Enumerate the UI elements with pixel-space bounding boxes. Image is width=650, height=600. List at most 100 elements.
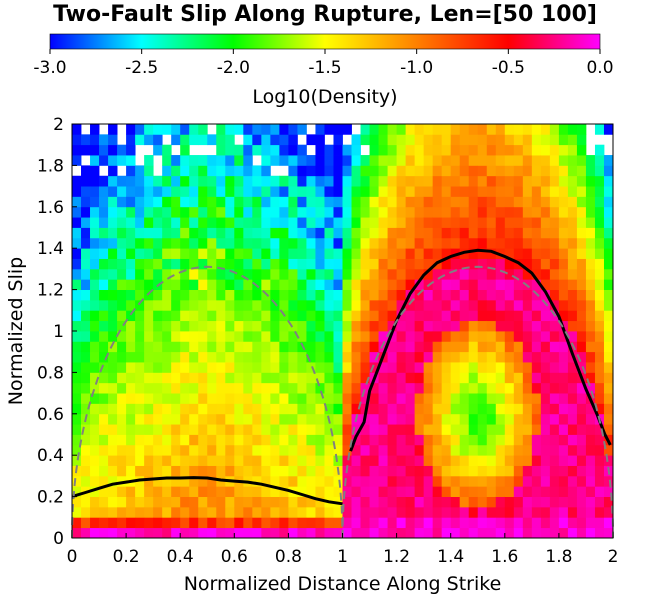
heatmap-cell bbox=[207, 393, 217, 404]
heatmap-cell bbox=[405, 413, 416, 425]
heatmap-cell bbox=[387, 320, 397, 332]
heatmap-cell bbox=[270, 393, 280, 404]
heatmap-cell bbox=[144, 393, 154, 404]
heatmap-cell bbox=[378, 196, 388, 208]
heatmap-cell bbox=[171, 362, 181, 373]
heatmap-cell bbox=[450, 331, 461, 342]
heatmap-cell bbox=[99, 434, 109, 446]
heatmap-cell bbox=[315, 444, 325, 456]
heatmap-cell bbox=[261, 217, 271, 228]
heatmap-cell bbox=[180, 134, 190, 146]
heatmap-cell bbox=[216, 362, 226, 373]
heatmap-cell bbox=[162, 455, 172, 466]
heatmap-cell bbox=[477, 403, 488, 415]
heatmap-cell bbox=[558, 268, 569, 280]
heatmap-cell bbox=[504, 486, 515, 497]
heatmap-cell bbox=[90, 372, 100, 384]
heatmap-cell bbox=[108, 331, 118, 342]
heatmap-cell bbox=[108, 289, 118, 301]
heatmap-cell bbox=[171, 455, 181, 466]
heatmap-cell bbox=[387, 134, 397, 146]
heatmap-cell bbox=[279, 227, 289, 239]
heatmap-cell bbox=[108, 206, 118, 218]
heatmap-cell bbox=[72, 362, 82, 373]
heatmap-cell bbox=[450, 320, 461, 332]
heatmap-cell bbox=[324, 382, 334, 394]
heatmap-cell bbox=[72, 175, 82, 187]
heatmap-cell bbox=[585, 455, 596, 466]
heatmap-cell bbox=[441, 351, 452, 363]
heatmap-cell bbox=[81, 248, 91, 259]
heatmap-cell bbox=[153, 124, 163, 135]
heatmap-cell bbox=[324, 465, 334, 477]
heatmap-cell bbox=[351, 134, 361, 146]
heatmap-cell bbox=[378, 475, 388, 487]
heatmap-cell bbox=[234, 455, 244, 466]
heatmap-cell bbox=[171, 217, 181, 228]
heatmap-cell bbox=[99, 196, 109, 208]
heatmap-cell bbox=[360, 320, 370, 332]
heatmap-cell bbox=[144, 527, 154, 539]
heatmap-cell bbox=[270, 517, 280, 529]
heatmap-cell bbox=[162, 196, 172, 208]
heatmap-cell bbox=[252, 186, 262, 197]
heatmap-cell bbox=[198, 444, 208, 456]
heatmap-cell bbox=[288, 310, 298, 322]
heatmap-cell bbox=[189, 372, 199, 384]
heatmap-cell bbox=[567, 310, 578, 322]
heatmap-cell bbox=[252, 289, 262, 301]
heatmap-cell bbox=[126, 506, 136, 518]
heatmap-cell bbox=[369, 465, 379, 477]
heatmap-cell bbox=[432, 299, 443, 311]
heatmap-cell bbox=[126, 279, 136, 290]
heatmap-cell bbox=[468, 227, 479, 239]
heatmap-cell bbox=[306, 258, 316, 270]
heatmap-cell bbox=[270, 144, 280, 156]
heatmap-cell bbox=[153, 227, 163, 239]
heatmap-cell bbox=[144, 299, 154, 311]
heatmap-cell bbox=[540, 424, 551, 435]
heatmap-cell bbox=[99, 268, 109, 280]
heatmap-cell bbox=[477, 434, 488, 446]
heatmap-cell bbox=[207, 465, 217, 477]
heatmap-cell bbox=[333, 424, 343, 435]
heatmap-cell bbox=[81, 527, 91, 539]
heatmap-cell bbox=[441, 496, 452, 508]
heatmap-cell bbox=[513, 517, 524, 529]
heatmap-cell bbox=[225, 237, 235, 249]
heatmap-cell bbox=[414, 455, 425, 466]
heatmap-cell bbox=[171, 403, 181, 415]
heatmap-cell bbox=[549, 351, 560, 363]
heatmap-cell bbox=[135, 527, 145, 539]
heatmap-cell bbox=[468, 393, 479, 404]
heatmap-cell bbox=[504, 372, 515, 384]
heatmap-cell bbox=[504, 455, 515, 466]
heatmap-cell bbox=[405, 475, 416, 487]
heatmap-cell bbox=[432, 434, 443, 446]
heatmap-cell bbox=[189, 455, 199, 466]
heatmap-cell bbox=[576, 289, 587, 301]
heatmap-cell bbox=[369, 268, 379, 280]
heatmap-cell bbox=[180, 331, 190, 342]
heatmap-cell bbox=[153, 382, 163, 394]
heatmap-cell bbox=[333, 227, 343, 239]
heatmap-cell bbox=[495, 299, 506, 311]
heatmap-cell bbox=[270, 299, 280, 311]
heatmap-cell bbox=[378, 258, 388, 270]
heatmap-cell bbox=[234, 517, 244, 529]
heatmap-cell bbox=[279, 372, 289, 384]
heatmap-cell bbox=[261, 475, 271, 487]
heatmap-cell bbox=[531, 465, 542, 477]
heatmap-cell bbox=[405, 165, 416, 177]
heatmap-cell bbox=[468, 341, 479, 353]
heatmap-cell bbox=[594, 351, 605, 363]
heatmap-cell bbox=[531, 144, 542, 156]
heatmap-cell bbox=[162, 217, 172, 228]
heatmap-cell bbox=[243, 165, 253, 177]
heatmap-cell bbox=[72, 206, 82, 218]
heatmap-cell bbox=[576, 496, 587, 508]
heatmap-cell bbox=[369, 424, 379, 435]
heatmap-cell bbox=[180, 258, 190, 270]
x-tick-label: 0.6 bbox=[221, 547, 248, 567]
heatmap-cell bbox=[90, 382, 100, 394]
